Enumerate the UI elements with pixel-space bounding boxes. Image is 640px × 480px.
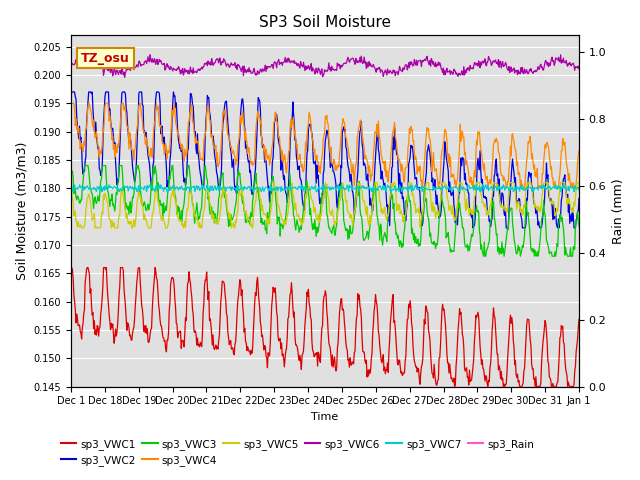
Line: sp3_VWC3: sp3_VWC3 [71, 166, 579, 256]
sp3_VWC5 [76, 223, 84, 228]
sp3_VWC7 [78, 184, 86, 190]
sp3_VWC2 [129, 169, 137, 175]
sp3_VWC3 [76, 200, 84, 206]
sp3_VWC4 [76, 146, 84, 152]
Line: sp3_VWC1: sp3_VWC1 [71, 267, 579, 386]
sp3_VWC5 [388, 180, 396, 186]
sp3_VWC1 [387, 320, 394, 326]
sp3_VWC1 [180, 344, 188, 350]
sp3_VWC6 [67, 60, 75, 66]
sp3_VWC1 [129, 330, 136, 336]
sp3_VWC2 [77, 134, 84, 140]
sp3_VWC6 [387, 70, 395, 75]
sp3_VWC2 [469, 225, 477, 231]
sp3_VWC6 [557, 52, 564, 58]
sp3_Rain [67, 384, 75, 389]
sp3_VWC4 [67, 100, 75, 106]
sp3_VWC7 [182, 186, 189, 192]
sp3_VWC1 [207, 322, 215, 328]
sp3_VWC3 [208, 204, 216, 210]
sp3_VWC4 [387, 159, 394, 165]
sp3_VWC7 [130, 187, 138, 193]
sp3_VWC2 [68, 89, 76, 95]
Legend: sp3_VWC1, sp3_VWC2, sp3_VWC3, sp3_VWC4, sp3_VWC5, sp3_VWC6, sp3_VWC7, sp3_Rain: sp3_VWC1, sp3_VWC2, sp3_VWC3, sp3_VWC4, … [56, 434, 538, 470]
sp3_VWC5 [67, 186, 75, 192]
sp3_VWC6 [575, 63, 583, 69]
Text: TZ_osu: TZ_osu [81, 52, 130, 65]
sp3_VWC1 [67, 264, 75, 270]
sp3_VWC5 [270, 180, 278, 185]
sp3_VWC1 [76, 328, 84, 334]
sp3_VWC5 [575, 180, 583, 185]
sp3_VWC4 [129, 147, 136, 153]
sp3_VWC1 [401, 358, 409, 364]
sp3_Rain [180, 384, 188, 389]
sp3_VWC7 [67, 186, 75, 192]
sp3_VWC7 [71, 182, 79, 188]
Line: sp3_VWC6: sp3_VWC6 [71, 55, 579, 77]
sp3_Rain [575, 384, 583, 389]
sp3_VWC6 [121, 74, 129, 80]
sp3_VWC4 [401, 167, 409, 172]
sp3_VWC5 [403, 203, 410, 209]
sp3_VWC6 [208, 56, 216, 61]
Line: sp3_VWC2: sp3_VWC2 [71, 92, 579, 228]
sp3_VWC7 [575, 187, 583, 193]
sp3_VWC6 [76, 59, 84, 65]
Line: sp3_VWC4: sp3_VWC4 [71, 103, 579, 188]
sp3_Rain [76, 384, 84, 389]
sp3_VWC3 [67, 168, 75, 174]
Title: SP3 Soil Moisture: SP3 Soil Moisture [259, 15, 391, 30]
sp3_Rain [129, 384, 136, 389]
sp3_VWC2 [387, 191, 395, 196]
X-axis label: Time: Time [312, 412, 339, 422]
sp3_VWC3 [402, 198, 410, 204]
sp3_VWC2 [208, 133, 216, 139]
Y-axis label: Soil Moisture (m3/m3): Soil Moisture (m3/m3) [15, 142, 28, 280]
sp3_VWC3 [575, 223, 583, 229]
sp3_Rain [387, 384, 394, 389]
sp3_VWC1 [575, 316, 583, 322]
sp3_VWC5 [208, 213, 216, 219]
sp3_VWC5 [129, 222, 137, 228]
sp3_VWC4 [575, 148, 583, 154]
sp3_VWC5 [78, 225, 86, 231]
sp3_Rain [207, 384, 215, 389]
sp3_VWC3 [387, 192, 395, 197]
sp3_VWC5 [181, 218, 189, 224]
Line: sp3_VWC7: sp3_VWC7 [71, 185, 579, 192]
sp3_VWC1 [451, 384, 458, 389]
sp3_VWC7 [403, 186, 410, 192]
sp3_VWC7 [388, 187, 396, 193]
sp3_VWC3 [129, 195, 137, 201]
sp3_VWC3 [480, 253, 488, 259]
Line: sp3_VWC5: sp3_VWC5 [71, 182, 579, 228]
sp3_VWC4 [452, 185, 460, 191]
sp3_VWC4 [180, 158, 188, 164]
sp3_VWC2 [67, 93, 75, 99]
sp3_Rain [401, 384, 409, 389]
sp3_VWC7 [69, 189, 77, 194]
sp3_VWC2 [181, 176, 189, 181]
Y-axis label: Rain (mm): Rain (mm) [612, 178, 625, 244]
sp3_VWC4 [207, 134, 215, 140]
sp3_VWC3 [181, 192, 189, 198]
sp3_VWC2 [575, 195, 583, 201]
sp3_VWC2 [402, 218, 410, 224]
sp3_VWC6 [181, 66, 189, 72]
sp3_VWC6 [129, 62, 137, 68]
sp3_VWC6 [402, 62, 410, 68]
sp3_VWC3 [81, 163, 88, 168]
sp3_VWC7 [209, 183, 216, 189]
